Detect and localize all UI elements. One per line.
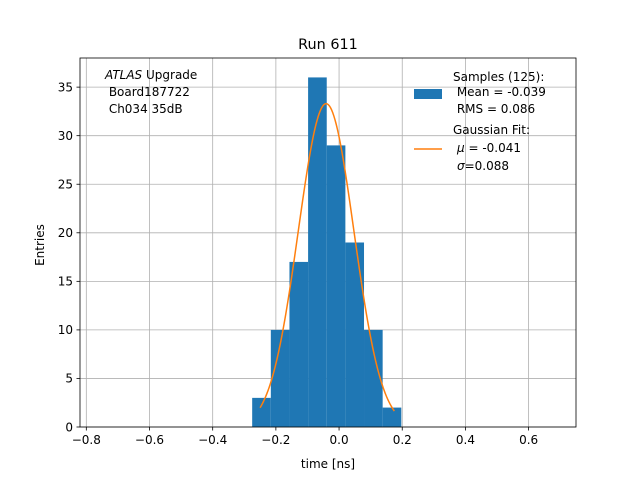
histogram-bar xyxy=(270,329,290,427)
x-axis-label: time [ns] xyxy=(301,457,355,471)
x-tick-label: 0.0 xyxy=(330,433,349,447)
x-tick-label: −0.2 xyxy=(261,433,290,447)
y-tick-label: 35 xyxy=(58,80,73,94)
annotation-board: Board187722 xyxy=(105,85,190,99)
y-tick-label: 0 xyxy=(65,420,73,434)
x-tick-label: 0.2 xyxy=(393,433,412,447)
annotation-atlas: ATLAS xyxy=(104,68,143,82)
x-tick-label: −0.8 xyxy=(72,433,101,447)
annotation-channel: Ch034 35dB xyxy=(105,102,183,116)
legend-fit-title: Gaussian Fit: xyxy=(453,123,530,137)
x-tick-label: 0.6 xyxy=(519,433,538,447)
histogram-bar xyxy=(326,145,346,428)
x-tick-label: 0.4 xyxy=(456,433,475,447)
y-tick-label: 15 xyxy=(58,275,73,289)
histogram-bar xyxy=(382,407,402,427)
legend-samples-title: Samples (125): xyxy=(453,70,544,84)
y-tick-label: 20 xyxy=(58,226,73,240)
legend-fit-mu: μ = -0.041 xyxy=(456,141,521,155)
x-tick-label: −0.6 xyxy=(135,433,164,447)
annotation-text: ATLAS Upgrade Board187722 Ch034 35dB xyxy=(104,68,197,116)
gaussian-fit xyxy=(259,102,395,412)
histogram-bars xyxy=(252,77,402,428)
x-tick-label: −0.4 xyxy=(198,433,227,447)
annotation-upgrade: Upgrade xyxy=(142,68,197,82)
legend-fit-sigma: σ=0.088 xyxy=(457,159,509,173)
histogram-bar xyxy=(308,77,327,427)
histogram-bar xyxy=(252,397,271,427)
histogram-bar xyxy=(289,261,309,427)
mu-value: = -0.041 xyxy=(465,141,521,155)
y-axis-label: Entries xyxy=(33,224,47,266)
fit-curve xyxy=(259,102,395,412)
legend-samples-rms: RMS = 0.086 xyxy=(453,102,535,116)
histogram-bar xyxy=(364,329,383,427)
sigma-symbol: σ xyxy=(457,159,465,173)
mu-symbol: μ xyxy=(456,141,465,155)
legend-samples-swatch xyxy=(414,89,442,99)
legend: Samples (125): Mean = -0.039 RMS = 0.086… xyxy=(414,70,546,173)
y-tick-label: 5 xyxy=(65,372,73,386)
chart-title: Run 611 xyxy=(298,37,358,53)
y-tick-label: 30 xyxy=(58,129,73,143)
histogram-bar xyxy=(345,242,365,427)
legend-samples-mean: Mean = -0.039 xyxy=(453,85,546,99)
axes-frame xyxy=(79,57,577,428)
axis-ticks: −0.8 −0.6 −0.4 −0.2 0.0 0.2 0.4 0.6 0 5 10 15 20 25 30… xyxy=(58,80,538,447)
sigma-value: =0.088 xyxy=(465,159,509,173)
svg-text:ATLAS Upgrade: ATLAS Upgrade xyxy=(104,68,197,82)
y-tick-label: 25 xyxy=(58,178,73,192)
y-tick-label: 10 xyxy=(58,323,73,337)
